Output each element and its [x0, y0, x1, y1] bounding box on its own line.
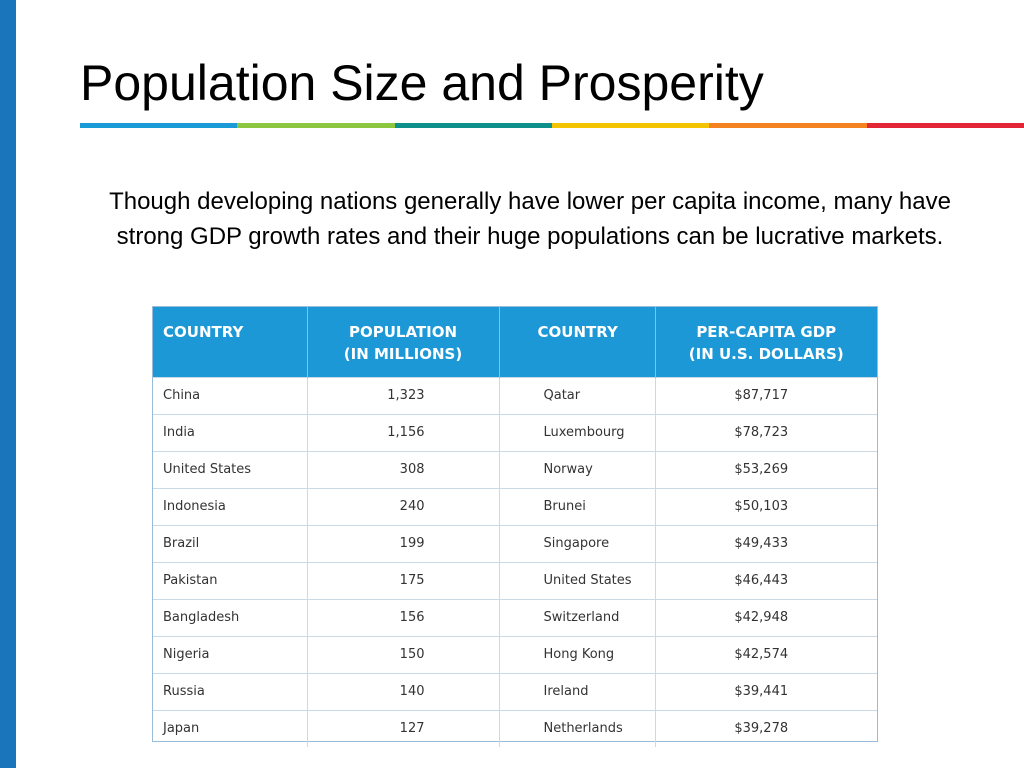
rule-segment	[394, 123, 552, 128]
cell-per-capita-gdp: $39,278	[655, 709, 877, 747]
cell-country-gdp: Luxembourg	[499, 413, 656, 451]
header-gdp-line1: PER-CAPITA GDP	[696, 323, 837, 341]
header-population-line2: (IN MILLIONS)	[343, 345, 463, 363]
table-row: Brazil 199 Singapore $49,433	[153, 524, 877, 562]
cell-country: Russia	[153, 672, 308, 710]
cell-per-capita-gdp: $42,574	[655, 635, 877, 673]
rule-segment	[709, 123, 867, 128]
cell-country-gdp: Netherlands	[499, 709, 656, 747]
table-row: Indonesia 240 Brunei $50,103	[153, 487, 877, 525]
cell-country-gdp: Singapore	[499, 524, 656, 562]
table-row: United States 308 Norway $53,269	[153, 450, 877, 488]
cell-country-gdp: Ireland	[499, 672, 656, 710]
table-row: China 1,323 Qatar $87,717	[153, 376, 877, 414]
table-body: China 1,323 Qatar $87,717 India 1,156 Luxembou…	[153, 376, 877, 747]
cell-population: 1,323	[307, 376, 500, 414]
cell-population: 240	[307, 487, 500, 525]
cell-country: Brazil	[153, 524, 308, 562]
cell-population: 156	[307, 598, 500, 636]
cell-country-gdp: United States	[499, 561, 656, 599]
title-color-rule	[80, 123, 1024, 128]
cell-country: China	[153, 376, 308, 414]
header-country-2: COUNTRY	[499, 307, 656, 377]
cell-country-gdp: Brunei	[499, 487, 656, 525]
table-row: Japan 127 Netherlands $39,278	[153, 709, 877, 747]
cell-country: Nigeria	[153, 635, 308, 673]
rule-segment	[80, 123, 238, 128]
cell-per-capita-gdp: $87,717	[655, 376, 877, 414]
population-gdp-table: COUNTRY POPULATION (IN MILLIONS) COUNTRY…	[153, 307, 877, 747]
cell-population: 150	[307, 635, 500, 673]
table-header-row: COUNTRY POPULATION (IN MILLIONS) COUNTRY…	[153, 307, 877, 377]
cell-country-gdp: Norway	[499, 450, 656, 488]
cell-country: Bangladesh	[153, 598, 308, 636]
data-table-frame: COUNTRY POPULATION (IN MILLIONS) COUNTRY…	[152, 306, 878, 747]
cell-population: 1,156	[307, 413, 500, 451]
header-population: POPULATION (IN MILLIONS)	[307, 307, 500, 377]
slide-title: Population Size and Prosperity	[80, 55, 764, 111]
cell-country-gdp: Qatar	[499, 376, 656, 414]
cell-country-gdp: Hong Kong	[499, 635, 656, 673]
cell-country: Pakistan	[153, 561, 308, 599]
table-row: India 1,156 Luxembourg $78,723	[153, 413, 877, 451]
cell-country: Indonesia	[153, 487, 308, 525]
cell-per-capita-gdp: $49,433	[655, 524, 877, 562]
cell-population: 140	[307, 672, 500, 710]
table-row: Nigeria 150 Hong Kong $42,574	[153, 635, 877, 673]
cell-population: 308	[307, 450, 500, 488]
left-accent-bar	[0, 0, 16, 768]
rule-segment	[866, 123, 1024, 128]
header-population-line1: POPULATION	[348, 323, 458, 341]
header-country-1: COUNTRY	[153, 307, 308, 377]
header-gdp: PER-CAPITA GDP (IN U.S. DOLLARS)	[655, 307, 877, 377]
cell-per-capita-gdp: $78,723	[655, 413, 877, 451]
table-row: Russia 140 Ireland $39,441	[153, 672, 877, 710]
cell-per-capita-gdp: $53,269	[655, 450, 877, 488]
cell-per-capita-gdp: $39,441	[655, 672, 877, 710]
cell-population: 199	[307, 524, 500, 562]
rule-segment	[237, 123, 395, 128]
header-gdp-line2: (IN U.S. DOLLARS)	[688, 345, 844, 363]
cell-country: India	[153, 413, 308, 451]
cell-per-capita-gdp: $50,103	[655, 487, 877, 525]
cell-population: 127	[307, 709, 500, 747]
cell-country: United States	[153, 450, 308, 488]
rule-segment	[551, 123, 710, 128]
intro-text: Though developing nations generally have…	[109, 188, 951, 250]
table-row: Pakistan 175 United States $46,443	[153, 561, 877, 599]
cell-country-gdp: Switzerland	[499, 598, 656, 636]
cell-per-capita-gdp: $42,948	[655, 598, 877, 636]
cell-country: Japan	[153, 709, 308, 747]
cell-per-capita-gdp: $46,443	[655, 561, 877, 599]
table-row: Bangladesh 156 Switzerland $42,948	[153, 598, 877, 636]
cell-population: 175	[307, 561, 500, 599]
